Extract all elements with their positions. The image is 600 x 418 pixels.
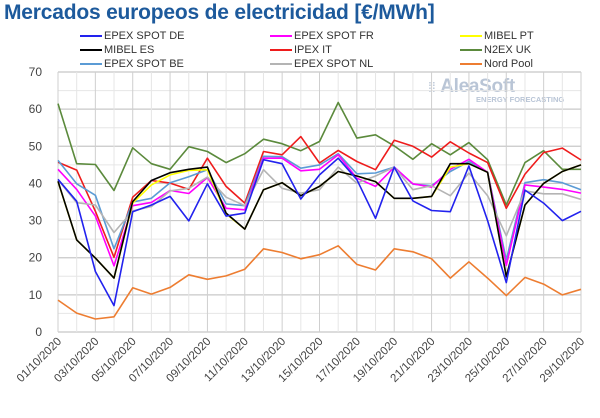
x-axis: 01/10/202003/10/202005/10/202007/10/2020…	[15, 336, 587, 385]
legend-item: Nord Pool	[460, 58, 533, 70]
legend-item: N2EX UK	[460, 44, 531, 56]
series-line-nord-pool	[57, 245, 582, 320]
legend-label: EPEX SPOT BE	[104, 58, 184, 70]
legend-swatch	[270, 35, 292, 37]
legend-swatch	[270, 63, 292, 65]
legend-label: IPEX IT	[294, 44, 332, 56]
chart-title: Mercados europeos de electricidad [€/MWh…	[4, 1, 435, 24]
series-line-mibel-es	[57, 162, 582, 279]
legend-label: EPEX SPOT DE	[104, 30, 185, 42]
legend-item: MIBEL ES	[80, 44, 154, 56]
legend-label: MIBEL PT	[484, 30, 534, 42]
legend-label: MIBEL ES	[104, 44, 155, 56]
legend-swatch	[80, 35, 102, 37]
y-tick-label: 70	[29, 65, 43, 79]
y-axis: 0 10 20 30 40 50 60 70	[29, 65, 43, 339]
legend-item: EPEX SPOT NL	[270, 58, 373, 70]
legend: EPEX SPOT DE EPEX SPOT FR MIBEL PT MIBEL ES…	[80, 30, 600, 72]
series-line-ipex-it	[57, 135, 582, 259]
grid	[57, 71, 582, 333]
legend-swatch	[80, 63, 102, 65]
logo-subtitle: ENERGY FORECASTING	[476, 95, 565, 104]
y-tick-label: 10	[29, 288, 43, 302]
legend-item: IPEX IT	[270, 44, 332, 56]
y-tick-label: 30	[29, 214, 43, 228]
series-line-n2ex-uk	[57, 101, 581, 206]
legend-label: Nord Pool	[484, 58, 533, 70]
y-tick-label: 20	[29, 251, 43, 265]
legend-swatch	[460, 49, 482, 51]
legend-label: EPEX SPOT NL	[294, 58, 374, 70]
legend-label: EPEX SPOT FR	[294, 30, 374, 42]
y-tick-label: 60	[29, 102, 43, 116]
logo-text: AleaSoft	[440, 76, 515, 97]
legend-swatch	[460, 35, 482, 37]
legend-swatch	[270, 49, 292, 51]
legend-swatch	[460, 63, 482, 65]
legend-item: EPEX SPOT BE	[80, 58, 184, 70]
legend-item: MIBEL PT	[460, 30, 534, 42]
series-lines	[57, 101, 582, 320]
legend-item: EPEX SPOT DE	[80, 30, 185, 42]
y-tick-label: 0	[35, 325, 42, 339]
legend-item: EPEX SPOT FR	[270, 30, 374, 42]
series-line-epex-spot-de	[57, 157, 582, 307]
legend-label: N2EX UK	[484, 44, 532, 56]
y-tick-label: 50	[29, 139, 43, 153]
legend-swatch	[80, 49, 102, 51]
y-tick-label: 40	[29, 176, 43, 190]
